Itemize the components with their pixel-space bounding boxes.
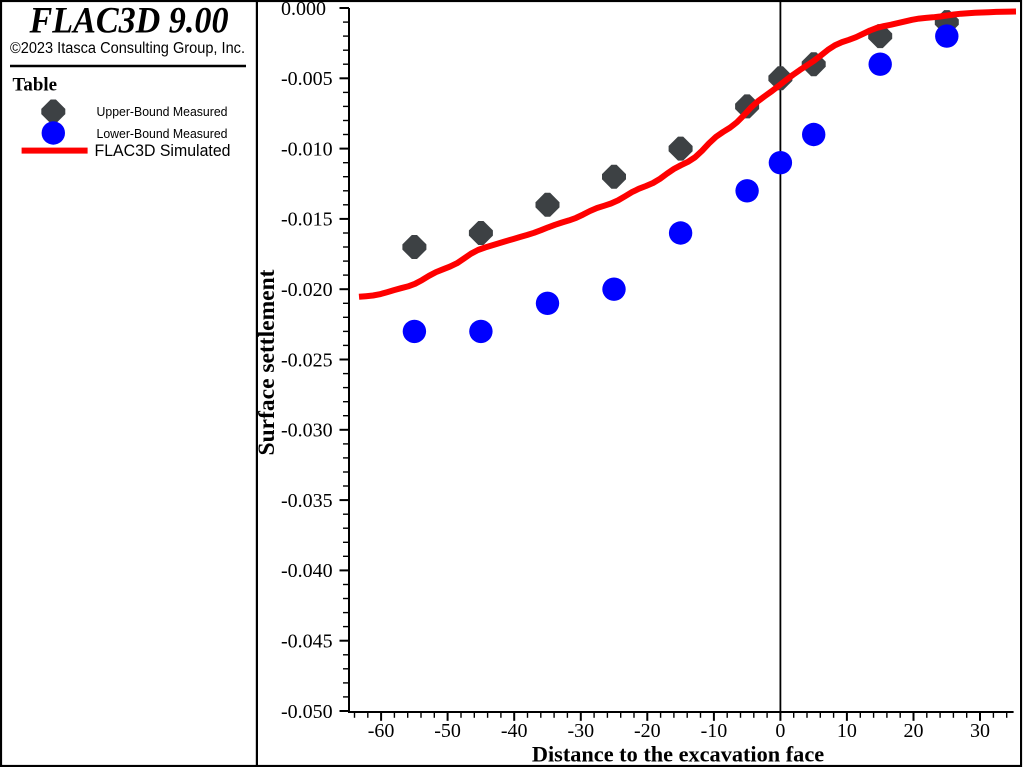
svg-text:-0.040: -0.040	[281, 560, 333, 582]
svg-text:0.000: 0.000	[281, 0, 326, 20]
svg-text:Surface settlement: Surface settlement	[254, 269, 280, 455]
svg-text:Table: Table	[13, 76, 58, 96]
svg-text:FLAC3D Simulated: FLAC3D Simulated	[95, 141, 231, 160]
svg-text:-0.015: -0.015	[281, 209, 333, 231]
svg-text:0: 0	[775, 720, 785, 742]
svg-text:-0.020: -0.020	[281, 279, 333, 301]
svg-text:10: 10	[837, 720, 857, 742]
svg-text:-60: -60	[368, 720, 395, 742]
svg-text:-10: -10	[701, 720, 728, 742]
svg-text:©2023 Itasca Consulting Group,: ©2023 Itasca Consulting Group, Inc.	[10, 40, 245, 57]
svg-text:-40: -40	[501, 720, 528, 742]
svg-text:-0.045: -0.045	[281, 631, 333, 653]
svg-text:-0.030: -0.030	[281, 420, 333, 442]
svg-text:-30: -30	[567, 720, 594, 742]
svg-text:-0.005: -0.005	[281, 68, 333, 90]
svg-text:FLAC3D 9.00: FLAC3D 9.00	[29, 1, 229, 42]
svg-text:Upper-Bound Measured: Upper-Bound Measured	[97, 104, 228, 119]
svg-text:Distance to the excavation fac: Distance to the excavation face	[532, 742, 824, 767]
svg-text:20: 20	[904, 720, 924, 742]
svg-text:-0.025: -0.025	[281, 349, 333, 371]
svg-text:-50: -50	[434, 720, 461, 742]
svg-text:Lower-Bound Measured: Lower-Bound Measured	[97, 126, 228, 141]
svg-text:-20: -20	[634, 720, 661, 742]
svg-text:-0.010: -0.010	[281, 138, 333, 160]
svg-text:-0.050: -0.050	[281, 701, 333, 723]
svg-text:30: 30	[970, 720, 990, 742]
svg-text:-0.035: -0.035	[281, 490, 333, 512]
